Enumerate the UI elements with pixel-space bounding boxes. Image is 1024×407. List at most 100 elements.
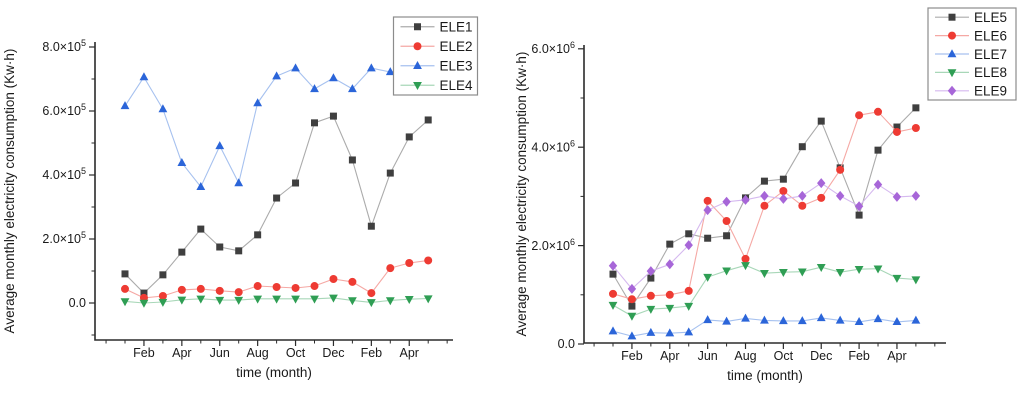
left-series-ELE1-point (367, 222, 375, 230)
left-series-ELE3-point (215, 141, 225, 150)
right-x-tick-label: Aug (734, 349, 756, 363)
left-series-ELE2-point (234, 288, 243, 297)
right-series-ELE8-point (608, 301, 618, 310)
right-series-ELE7 (608, 313, 921, 340)
left-chart: 0.0 2.0×105 4.0×105 6.0×105 8.0×105 Feb Apr Jun… (2, 16, 479, 380)
left-series-ELE2-point (272, 283, 281, 291)
right-series-ELE9-point (760, 190, 769, 201)
right-series-ELE8-point (703, 273, 713, 282)
left-series-ELE2-point (121, 284, 129, 293)
right-series-ELE9-point (741, 194, 750, 205)
right-series-ELE7-point (816, 313, 826, 322)
right-series-ELE5-point (647, 274, 655, 282)
right-series-ELE7-point (646, 327, 656, 336)
right-series-ELE9-point (911, 190, 921, 201)
right-series-ELE6-point (855, 111, 864, 120)
left-series-ELE1-point (386, 169, 394, 177)
left-series-ELE4-point (329, 294, 338, 303)
right-y-axis-title: Average monthly electricity consumption … (514, 52, 529, 337)
right-series-ELE5-point (760, 177, 768, 185)
right-series-ELE7-point (627, 331, 637, 340)
right-axis-frame (583, 45, 946, 344)
right-series-ELE6-point (817, 193, 826, 202)
right-series-ELE7-point (703, 315, 713, 324)
right-series-ELE6-point (874, 107, 883, 116)
right-series-ELE8-point (873, 265, 883, 274)
right-series-ELE6 (609, 107, 920, 304)
left-series-ELE1-point (311, 119, 318, 127)
right-series-ELE6-point (892, 127, 901, 136)
right-series-ELE8-point (797, 268, 807, 277)
right-series-ELE7-point (760, 315, 769, 324)
left-series-ELE3-point (120, 101, 130, 110)
right-series-ELE9-point (779, 193, 788, 204)
right-series-ELE6-point (703, 196, 712, 205)
left-y-tick-label: 8.0×105 (42, 38, 86, 54)
left-series-ELE4-point (196, 295, 206, 304)
right-series-ELE8-point (684, 302, 694, 311)
left-series-ELE2-point (177, 285, 186, 294)
left-x-tick-label: Apr (172, 346, 191, 360)
right-series-ELE7-point (741, 313, 750, 322)
right-series-ELE6-point (760, 201, 769, 210)
left-series-ELE3-point (158, 104, 168, 113)
right-series-ELE7-point (797, 316, 807, 325)
left-series-ELE3-point (385, 67, 395, 76)
right-legend-label-ELE5: ELE5 (974, 10, 1007, 25)
left-legend-marker-ELE1 (414, 23, 421, 31)
right-series-ELE7-point (854, 317, 864, 326)
left-series-ELE2-point (367, 289, 376, 298)
right-series-ELE5-point (704, 234, 712, 242)
left-series-ELE4-point (291, 295, 300, 304)
left-series-ELE2-point (196, 284, 205, 293)
left-series-ELE1-point (140, 289, 148, 297)
right-series-ELE8-point (835, 268, 845, 277)
right-series-ELE5-point (628, 302, 636, 310)
right-x-tick-label: Apr (887, 349, 906, 363)
right-legend-label-ELE6: ELE6 (974, 28, 1007, 43)
right-legend-marker-ELE9 (947, 85, 957, 96)
right-series-ELE5-point (855, 211, 863, 219)
left-series-ELE3-point (310, 84, 319, 93)
left-series-ELE1-point (121, 270, 129, 278)
right-series-ELE6-point (722, 217, 731, 225)
right-series-ELE6-point (684, 286, 693, 295)
left-x-tick-label: Apr (400, 346, 419, 360)
right-legend-marker-ELE8 (947, 69, 957, 78)
left-series-ELE1-point (197, 225, 205, 233)
right-series-ELE8-point (778, 268, 788, 277)
right-series-ELE8-point (646, 305, 656, 314)
left-series-ELE4-point (310, 295, 319, 304)
left-series-ELE4-point (139, 299, 149, 308)
left-y-tick-label: 2.0×105 (42, 230, 86, 246)
left-x-tick-label: Feb (361, 346, 383, 360)
right-series-ELE6-point (665, 290, 674, 299)
right-series-ELE9-point (892, 191, 902, 202)
left-series-ELE4-point (215, 296, 225, 305)
left-series-ELE4 (120, 294, 433, 308)
right-legend-label-ELE7: ELE7 (974, 47, 1007, 62)
left-series-ELE2-point (291, 283, 300, 292)
left-series-ELE4-point (404, 295, 414, 304)
right-series-ELE5-point (723, 232, 731, 240)
left-series-ELE3-point (291, 63, 300, 72)
left-series-ELE3-point (348, 84, 357, 93)
right-legend-marker-ELE5 (948, 13, 956, 21)
right-y-tick-label: 6.0×106 (531, 40, 575, 56)
left-series-ELE4-point (120, 298, 130, 307)
right-series-ELE8 (608, 262, 921, 321)
left-series-ELE1-point (424, 116, 432, 124)
right-x-tick-label: Jun (698, 349, 718, 363)
left-series-ELE1-point (159, 271, 167, 279)
right-legend-marker-ELE6 (948, 31, 956, 40)
left-series-ELE4-point (234, 296, 244, 305)
right-series-ELE6-point (741, 254, 750, 263)
left-series-ELE4-point (423, 295, 433, 304)
right-y-axis: 0.0 2.0×106 4.0×106 6.0×106 (531, 40, 584, 351)
right-series-ELE7-point (608, 326, 618, 335)
left-series-ELE1-point (405, 133, 413, 141)
left-legend-label-ELE4: ELE4 (440, 78, 474, 93)
right-y-tick-label: 2.0×106 (531, 237, 575, 253)
right-series-ELE8-point (665, 304, 675, 313)
